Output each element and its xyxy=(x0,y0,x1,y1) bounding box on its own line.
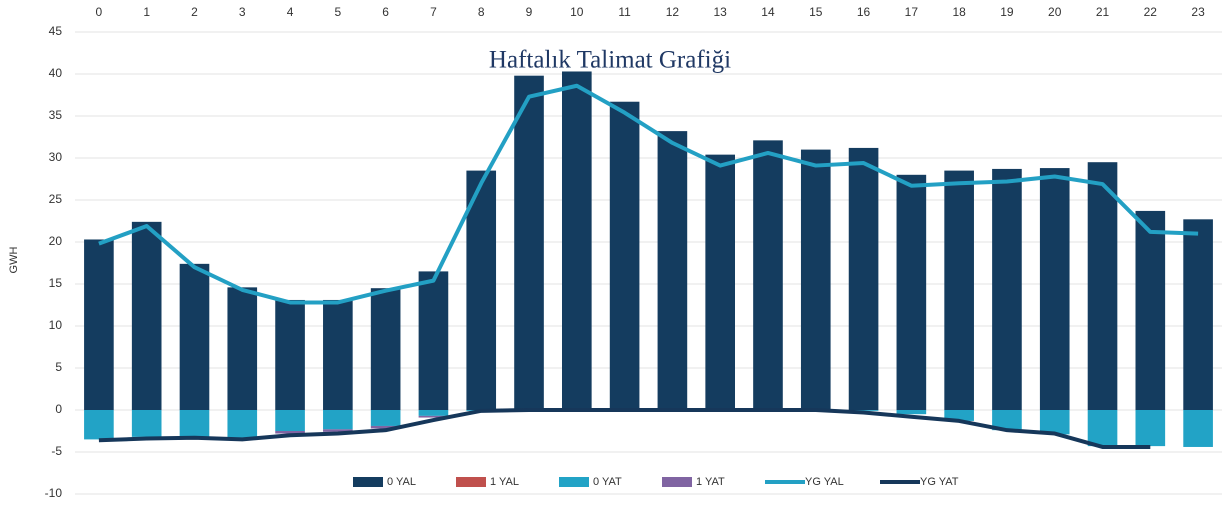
bar xyxy=(896,410,927,415)
legend-swatch xyxy=(662,477,692,487)
x-tick-label: 2 xyxy=(191,5,198,19)
y-tick-label: 15 xyxy=(49,276,63,290)
bar xyxy=(323,429,353,432)
legend-label: 1 YAL xyxy=(490,476,519,488)
bar xyxy=(418,415,449,418)
bar xyxy=(609,101,640,410)
x-tick-label: 20 xyxy=(1048,5,1062,19)
x-tick-label: 7 xyxy=(430,5,437,19)
x-tick-label: 9 xyxy=(526,5,533,19)
bar xyxy=(992,168,1022,410)
bar xyxy=(848,410,879,411)
legend-label: YG YAT xyxy=(920,476,959,488)
legend-swatch xyxy=(456,477,486,487)
x-tick-label: 19 xyxy=(1000,5,1014,19)
bar xyxy=(227,287,258,410)
legend-label: 0 YAT xyxy=(593,476,622,488)
y-tick-label: 35 xyxy=(49,108,63,122)
bar xyxy=(1183,219,1213,410)
x-tick-label: 4 xyxy=(287,5,294,19)
x-tick-label: 8 xyxy=(478,5,485,19)
bar xyxy=(1039,410,1070,435)
bar xyxy=(1183,410,1213,447)
y-tick-label: 25 xyxy=(49,192,63,206)
bar xyxy=(800,149,831,410)
bar xyxy=(514,75,544,411)
y-tick-label: 20 xyxy=(49,234,63,248)
y-tick-label: -5 xyxy=(51,444,62,458)
bar xyxy=(227,410,258,438)
x-tick-label: 5 xyxy=(335,5,342,19)
x-tick-label: 21 xyxy=(1096,5,1110,19)
bar xyxy=(275,431,305,434)
x-tick-label: 18 xyxy=(952,5,966,19)
bar xyxy=(131,410,162,437)
y-tick-label: 0 xyxy=(55,402,62,416)
bar xyxy=(466,170,497,410)
bar xyxy=(370,425,401,429)
bar xyxy=(418,410,449,416)
bar xyxy=(1039,168,1070,410)
x-tick-label: 10 xyxy=(570,5,584,19)
bar xyxy=(1087,410,1118,447)
y-axis-label: GWH xyxy=(8,247,20,274)
bar xyxy=(275,299,305,410)
x-tick-label: 22 xyxy=(1144,5,1158,19)
x-tick-label: 1 xyxy=(143,5,150,19)
x-tick-label: 12 xyxy=(666,5,680,19)
bar xyxy=(323,410,353,430)
bar xyxy=(179,263,210,410)
bar xyxy=(370,410,401,426)
x-tick-label: 3 xyxy=(239,5,246,19)
x-tick-label: 14 xyxy=(761,5,775,19)
line xyxy=(98,83,1199,305)
bar xyxy=(1087,162,1118,410)
x-tick-label: 6 xyxy=(382,5,389,19)
bar xyxy=(84,410,114,440)
y-tick-label: 45 xyxy=(49,24,63,38)
x-tick-label: 0 xyxy=(96,5,103,19)
bar xyxy=(944,170,974,410)
y-tick-label: 5 xyxy=(55,360,62,374)
bar xyxy=(275,410,305,431)
bar xyxy=(84,239,114,410)
bar xyxy=(370,288,401,410)
bar xyxy=(657,131,688,410)
legend-label: YG YAL xyxy=(805,476,844,488)
x-tick-label: 15 xyxy=(809,5,823,19)
y-tick-label: 10 xyxy=(49,318,63,332)
bar xyxy=(179,410,210,437)
grid xyxy=(75,31,1222,495)
y-tick-label: -10 xyxy=(45,486,63,500)
x-tick-label: 13 xyxy=(714,5,728,19)
bar xyxy=(323,299,353,410)
bar xyxy=(131,221,162,410)
bar xyxy=(992,410,1022,431)
legend-swatch xyxy=(559,477,589,487)
bar xyxy=(418,271,449,410)
x-tick-label: 16 xyxy=(857,5,871,19)
bar xyxy=(1135,210,1166,410)
bar xyxy=(753,140,783,411)
bar xyxy=(848,147,879,411)
legend-swatch xyxy=(353,477,383,487)
bar xyxy=(561,71,592,410)
line xyxy=(98,408,1151,449)
x-tick-label: 23 xyxy=(1191,5,1205,19)
bar xyxy=(705,154,736,410)
legend-label: 0 YAL xyxy=(387,476,416,488)
x-tick-label: 11 xyxy=(618,5,631,19)
bar xyxy=(896,174,927,410)
bar xyxy=(944,410,974,421)
legend-label: 1 YAT xyxy=(696,476,725,488)
chart-title: Haftalık Talimat Grafiği xyxy=(489,47,731,74)
y-tick-label: 30 xyxy=(49,150,63,164)
bar xyxy=(1135,410,1166,447)
y-tick-label: 40 xyxy=(49,66,63,80)
x-tick-label: 17 xyxy=(905,5,919,19)
